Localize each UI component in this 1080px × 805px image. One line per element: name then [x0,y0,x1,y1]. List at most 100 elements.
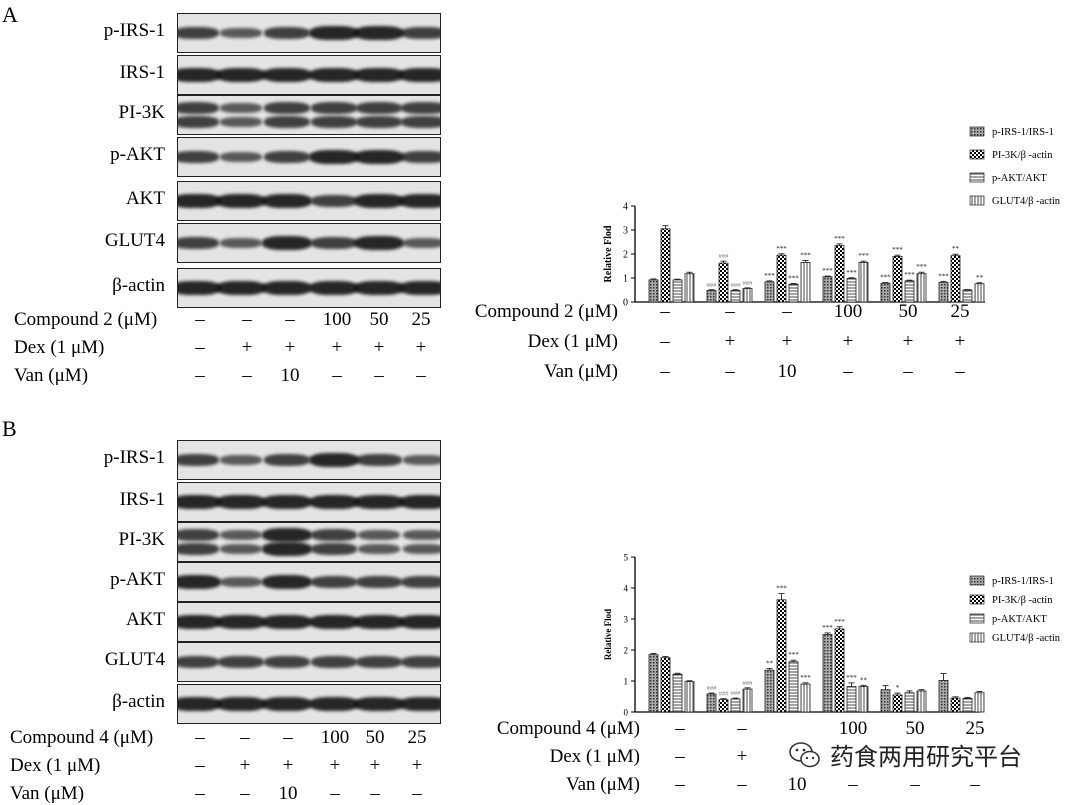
blot-label: AKT [125,609,165,630]
condition-value: – [242,365,252,386]
blot-strip [177,522,441,562]
significance-label: ** [976,274,984,282]
blot-band [354,236,404,250]
bar [730,698,741,713]
chart-condition-value: – [843,361,853,382]
blot-band [264,102,310,115]
legend-label: GLUT4/β -actin [992,633,1061,644]
chart-condition-value: 50 [898,301,918,322]
blot-band [178,529,219,542]
bar [892,255,903,303]
condition-value: 50 [365,727,385,748]
bar [974,283,985,303]
blot-band [220,543,262,554]
blot-band [354,150,404,164]
y-tick-label: 1 [624,677,629,687]
blot-band [178,454,219,466]
blot-band [403,543,440,554]
chart-condition-label: Compound 4 (μM) [496,718,640,739]
condition-value: + [369,755,381,776]
chart-condition-value: – [660,361,670,382]
legend-label: p-AKT/AKT [992,173,1047,184]
bar [822,276,833,303]
blot-band [178,495,221,509]
blot-strip [177,602,441,642]
blot-band [354,697,404,711]
y-tick-label: 3 [623,226,628,237]
blot-band [262,615,312,629]
blot-label: β-actin [112,275,165,296]
condition-value: 25 [407,727,427,748]
blot-band [403,455,440,465]
blot-band [311,656,357,668]
blot-label: p-AKT [110,569,165,590]
blot-band [220,28,262,38]
blot-band [262,528,312,543]
significance-label: *** [892,246,903,254]
blot-band [262,281,312,295]
blot-strip [177,181,441,221]
condition-value: + [239,755,251,776]
significance-label: *** [800,251,811,259]
blot-band [358,530,400,541]
condition-value: – [195,755,205,776]
bar [858,261,869,303]
blot-band [220,116,262,127]
blot-band [399,697,440,711]
blot-band [358,543,400,554]
blot-strip [177,684,441,724]
blot-strip [177,440,441,480]
condition-value: – [195,727,205,748]
condition-value: – [240,783,250,804]
significance-label: *** [822,624,833,632]
blot-label: p-IRS-1 [103,447,165,468]
y-tick-label: 0 [623,298,628,309]
chart-condition-label: Van (μM) [543,361,618,382]
significance-label: ** [766,660,774,668]
legend-swatch [969,594,985,605]
blot-band [354,281,404,295]
legend-label: p-AKT/AKT [992,614,1047,625]
bar [800,261,811,303]
bar [776,599,787,713]
blot-band [309,615,359,629]
condition-value: – [416,365,426,386]
blot-strip [177,55,441,95]
significance-label: *** [938,272,949,280]
bar [706,693,717,713]
blot-band [216,281,266,295]
chart-condition-value: – [903,361,913,382]
condition-value: – [195,783,205,804]
chart-condition-value: 100 [833,301,863,322]
blot-band [216,615,266,629]
chart-condition-value: + [781,331,793,352]
blot-band [220,577,262,587]
significance-label: *** [846,269,857,277]
condition-label: Dex (1 μM) [10,755,101,776]
blot-band [309,697,359,711]
blot-band [216,194,266,208]
legend-swatch [969,613,985,624]
blot-band [178,697,221,711]
bar [648,279,659,303]
blot-band [178,656,219,668]
blot-band [309,495,359,509]
chart-condition-value: – [660,301,670,322]
significance-label: *** [846,674,857,682]
bar [846,278,857,303]
chart-condition-value: 100 [838,718,868,739]
blot-strip [177,562,441,602]
blot-band [309,453,359,467]
y-tick-label: 1 [623,274,628,285]
condition-value: – [195,309,205,330]
y-tick-label: 4 [624,584,629,594]
blot-band [399,495,440,509]
chart-condition-value: – [737,774,747,795]
blot-band [264,27,310,39]
y-axis-label: Relative Flod [603,609,613,660]
condition-value: + [415,337,427,358]
significance-label: *** [858,252,869,260]
condition-value: – [285,309,295,330]
chart-condition-label: Compound 2 (μM) [474,301,618,322]
condition-value: – [195,337,205,358]
